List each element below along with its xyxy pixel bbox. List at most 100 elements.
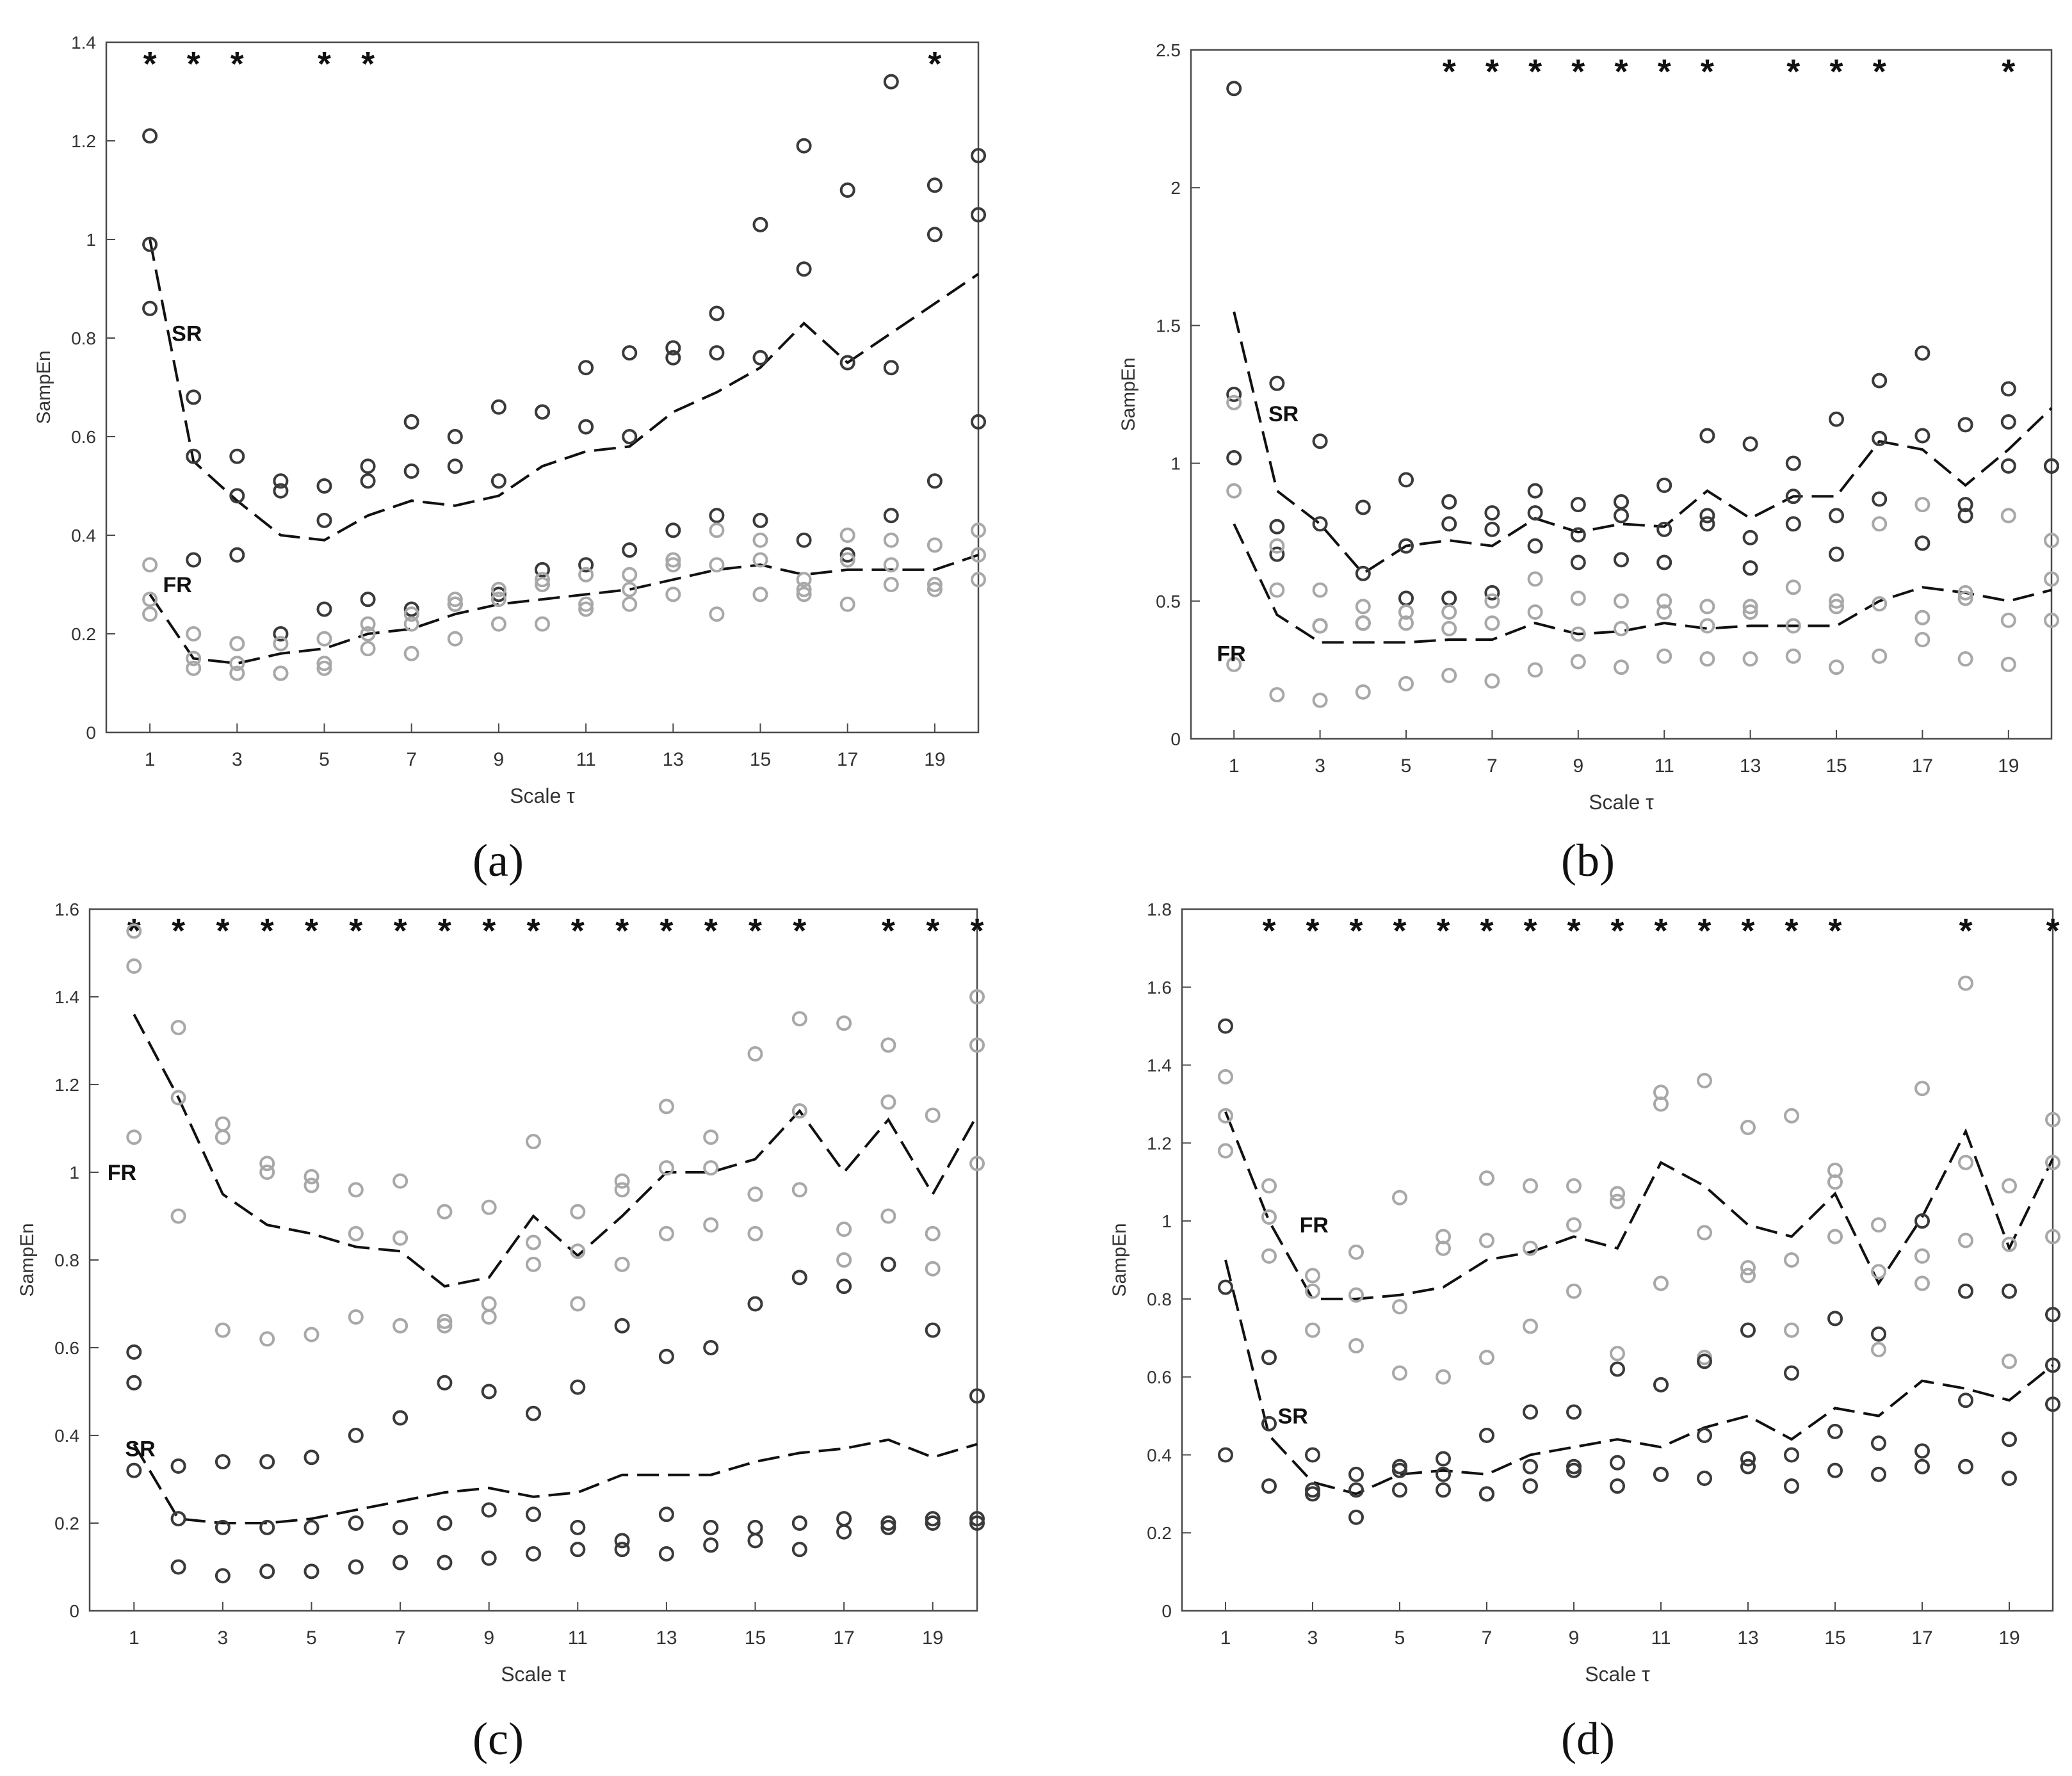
data-point-sr xyxy=(1269,375,1285,391)
data-point-sr xyxy=(665,350,681,366)
data-point-fr xyxy=(665,586,681,602)
data-point-sr xyxy=(1958,1393,1973,1409)
data-point-fr xyxy=(836,1252,852,1268)
significance-star: * xyxy=(1959,912,1972,950)
data-point-sr xyxy=(1827,1462,1843,1478)
data-point-sr xyxy=(526,1546,541,1562)
data-point-fr xyxy=(1740,1268,1756,1284)
significance-star: * xyxy=(1610,912,1624,950)
data-point-fr xyxy=(1479,1350,1494,1366)
data-point-fr xyxy=(170,1208,186,1224)
data-point-sr xyxy=(316,601,332,617)
data-point-sr xyxy=(229,547,245,563)
data-point-fr xyxy=(1958,1154,1973,1170)
data-point-sr xyxy=(927,473,943,489)
data-point-fr xyxy=(142,592,158,608)
series-label-fr: FR xyxy=(108,1161,136,1185)
series-label-fr: FR xyxy=(1300,1213,1329,1238)
data-point-fr xyxy=(273,636,289,652)
data-point-sr xyxy=(393,1554,409,1570)
data-point-sr xyxy=(259,1519,275,1535)
data-point-fr xyxy=(490,616,506,632)
significance-star: * xyxy=(882,912,895,950)
data-point-fr xyxy=(578,596,594,612)
data-point-fr xyxy=(1355,684,1371,700)
data-point-fr xyxy=(1914,497,1930,513)
data-point-fr xyxy=(1523,1318,1538,1334)
series-label-fr: FR xyxy=(163,573,192,597)
data-point-fr xyxy=(142,557,158,573)
data-point-sr xyxy=(1656,554,1672,570)
significance-star: * xyxy=(749,912,762,950)
data-point-sr xyxy=(836,1511,852,1527)
data-point-sr xyxy=(752,216,768,232)
data-point-sr xyxy=(1527,538,1543,554)
data-point-sr xyxy=(2044,458,2059,474)
significance-star: * xyxy=(1480,912,1493,950)
data-point-sr xyxy=(1827,1423,1843,1439)
data-point-sr xyxy=(170,1458,186,1474)
data-point-fr xyxy=(403,616,419,632)
series-label-sr: SR xyxy=(125,1437,155,1462)
data-point-sr xyxy=(214,1454,231,1470)
data-point-sr xyxy=(747,1519,763,1535)
data-point-sr xyxy=(709,345,725,361)
data-point-fr xyxy=(2044,571,2059,587)
data-point-fr xyxy=(403,606,419,622)
x-tick-label: 15 xyxy=(750,749,771,770)
data-point-fr xyxy=(1699,599,1715,615)
data-point-sr xyxy=(791,1270,807,1286)
data-point-sr xyxy=(186,552,202,568)
data-point-sr xyxy=(1785,488,1801,505)
data-point-fr xyxy=(971,547,986,563)
significance-star: * xyxy=(127,912,141,950)
x-tick-label: 15 xyxy=(745,1627,766,1649)
data-point-fr xyxy=(1742,604,1758,620)
data-point-sr xyxy=(839,182,855,198)
x-axis-label: Scale τ xyxy=(1589,791,1654,814)
y-tick-label: 0 xyxy=(1161,1601,1172,1621)
data-point-fr xyxy=(836,1015,852,1031)
data-point-fr xyxy=(1218,1143,1233,1159)
data-point-fr xyxy=(126,923,142,939)
significance-star: * xyxy=(1528,52,1542,91)
y-axis-label: SampEn xyxy=(1109,1223,1130,1296)
data-point-fr xyxy=(703,1160,719,1176)
x-tick-label: 1 xyxy=(1229,755,1240,777)
y-tick-label: 1.5 xyxy=(1156,316,1181,335)
data-point-fr xyxy=(437,1313,453,1329)
data-point-sr xyxy=(170,1559,186,1575)
significance-star: * xyxy=(1571,52,1585,91)
data-point-sr xyxy=(839,547,855,563)
data-point-fr xyxy=(1610,1193,1625,1209)
data-point-sr xyxy=(1226,387,1242,402)
data-point-fr xyxy=(1523,1240,1538,1256)
x-tick-label: 9 xyxy=(1569,1627,1580,1649)
data-point-sr xyxy=(1784,1365,1799,1381)
data-point-sr xyxy=(481,1502,497,1518)
data-point-sr xyxy=(1697,1353,1712,1369)
data-point-fr xyxy=(665,557,681,573)
y-tick-label: 2.5 xyxy=(1156,40,1181,60)
data-point-sr xyxy=(703,1340,719,1355)
data-point-fr xyxy=(1392,1365,1407,1381)
data-point-fr xyxy=(447,631,463,647)
data-point-sr xyxy=(880,1519,896,1535)
significance-star: * xyxy=(615,912,629,950)
data-point-sr xyxy=(1527,505,1543,521)
data-point-sr xyxy=(142,128,158,144)
data-point-sr xyxy=(927,227,943,243)
data-point-sr xyxy=(360,473,376,489)
significance-star: * xyxy=(143,45,157,83)
data-point-fr xyxy=(1827,1174,1843,1190)
significance-star: * xyxy=(1741,912,1754,950)
significance-star: * xyxy=(1785,912,1798,950)
y-tick-label: 0.8 xyxy=(54,1250,79,1270)
data-point-sr xyxy=(316,512,332,528)
data-point-sr xyxy=(1610,1361,1625,1377)
data-point-fr xyxy=(316,631,332,647)
data-point-sr xyxy=(883,74,899,90)
data-point-fr xyxy=(1484,615,1500,631)
x-tick-label: 1 xyxy=(1220,1627,1231,1649)
data-point-sr xyxy=(273,483,289,499)
